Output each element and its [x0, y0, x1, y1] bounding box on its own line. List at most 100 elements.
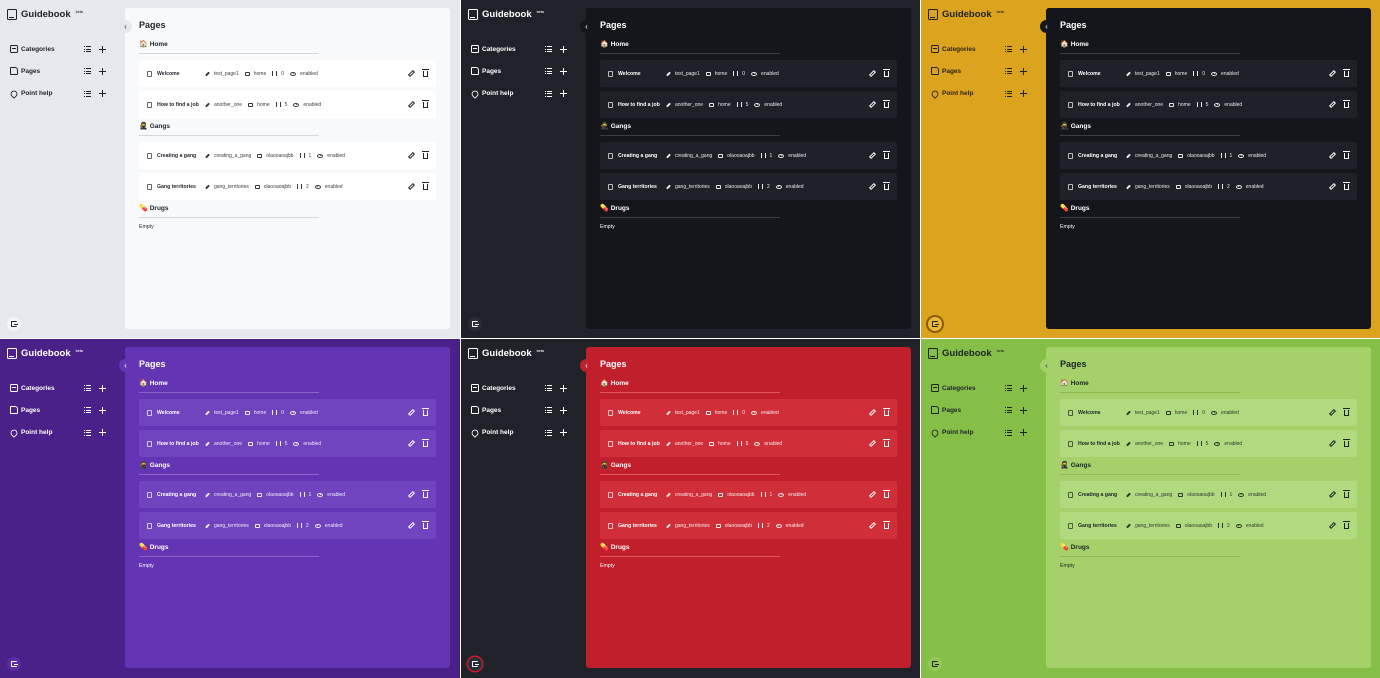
- list-icon[interactable]: [1005, 385, 1012, 392]
- sidebar-item-pages[interactable]: Pages: [471, 399, 567, 421]
- page-row[interactable]: How to find a job another_one home 5 ena…: [1060, 430, 1357, 457]
- page-row[interactable]: How to find a job another_one home 5 ena…: [139, 430, 436, 457]
- edit-icon[interactable]: [407, 521, 416, 530]
- list-icon[interactable]: [545, 46, 552, 53]
- edit-icon[interactable]: [868, 439, 877, 448]
- plus-icon[interactable]: [1020, 384, 1027, 392]
- delete-icon[interactable]: [883, 181, 890, 190]
- edit-icon[interactable]: [407, 182, 416, 191]
- delete-icon[interactable]: [883, 438, 890, 447]
- page-row[interactable]: Welcome test_page1 home 0 enabled: [1060, 60, 1357, 87]
- collapse-sidebar-button[interactable]: ‹: [1040, 20, 1053, 33]
- edit-icon[interactable]: [407, 408, 416, 417]
- page-row[interactable]: Creating a gang creating_a_gang olaooaoa…: [600, 481, 897, 508]
- edit-icon[interactable]: [407, 439, 416, 448]
- list-icon[interactable]: [545, 407, 552, 414]
- edit-icon[interactable]: [868, 69, 877, 78]
- collapse-sidebar-button[interactable]: ‹: [119, 20, 132, 33]
- sidebar-item-categories[interactable]: Categories: [931, 38, 1027, 60]
- logout-button[interactable]: [468, 657, 482, 671]
- plus-icon[interactable]: [560, 90, 567, 98]
- sidebar-item-point-help[interactable]: Point help: [9, 83, 106, 105]
- edit-icon[interactable]: [1328, 151, 1337, 160]
- delete-icon[interactable]: [1343, 181, 1350, 190]
- collapse-sidebar-button[interactable]: ‹: [580, 20, 593, 33]
- edit-icon[interactable]: [1328, 490, 1337, 499]
- list-icon[interactable]: [545, 429, 552, 436]
- list-icon[interactable]: [84, 429, 91, 436]
- logout-button[interactable]: [7, 317, 21, 331]
- edit-icon[interactable]: [407, 100, 416, 109]
- delete-icon[interactable]: [1343, 489, 1350, 498]
- list-icon[interactable]: [1005, 429, 1012, 436]
- edit-icon[interactable]: [1328, 521, 1337, 530]
- plus-icon[interactable]: [1020, 90, 1027, 98]
- delete-icon[interactable]: [883, 520, 890, 529]
- edit-icon[interactable]: [407, 490, 416, 499]
- delete-icon[interactable]: [422, 99, 429, 108]
- page-row[interactable]: Creating a gang creating_a_gang olaooaoa…: [1060, 142, 1357, 169]
- delete-icon[interactable]: [422, 438, 429, 447]
- page-row[interactable]: How to find a job another_one home 5 ena…: [600, 430, 897, 457]
- list-icon[interactable]: [1005, 46, 1012, 53]
- delete-icon[interactable]: [883, 407, 890, 416]
- plus-icon[interactable]: [99, 429, 106, 437]
- page-row[interactable]: Welcome test_page1 home 0 enabled: [600, 60, 897, 87]
- page-row[interactable]: Gang territories gang_territories olaooa…: [1060, 173, 1357, 200]
- sidebar-item-point-help[interactable]: Point help: [470, 83, 567, 105]
- list-icon[interactable]: [84, 68, 91, 75]
- page-row[interactable]: Gang territories gang_territories olaooa…: [139, 173, 436, 200]
- delete-icon[interactable]: [1343, 68, 1350, 77]
- delete-icon[interactable]: [1343, 407, 1350, 416]
- edit-icon[interactable]: [868, 490, 877, 499]
- plus-icon[interactable]: [1020, 429, 1027, 437]
- edit-icon[interactable]: [868, 408, 877, 417]
- edit-icon[interactable]: [868, 151, 877, 160]
- sidebar-item-pages[interactable]: Pages: [471, 60, 567, 82]
- sidebar-item-point-help[interactable]: Point help: [9, 422, 106, 444]
- page-row[interactable]: Welcome test_page1 home 0 enabled: [139, 399, 436, 426]
- edit-icon[interactable]: [1328, 69, 1337, 78]
- page-row[interactable]: How to find a job another_one home 5 ena…: [600, 91, 897, 118]
- delete-icon[interactable]: [883, 68, 890, 77]
- delete-icon[interactable]: [1343, 438, 1350, 447]
- delete-icon[interactable]: [1343, 150, 1350, 159]
- sidebar-item-categories[interactable]: Categories: [471, 377, 567, 399]
- edit-icon[interactable]: [407, 69, 416, 78]
- list-icon[interactable]: [1005, 407, 1012, 414]
- plus-icon[interactable]: [99, 406, 106, 414]
- edit-icon[interactable]: [1328, 100, 1337, 109]
- list-icon[interactable]: [545, 90, 552, 97]
- delete-icon[interactable]: [422, 489, 429, 498]
- list-icon[interactable]: [84, 407, 91, 414]
- list-icon[interactable]: [84, 90, 91, 97]
- edit-icon[interactable]: [1328, 439, 1337, 448]
- delete-icon[interactable]: [883, 489, 890, 498]
- logout-button[interactable]: [468, 317, 482, 331]
- edit-icon[interactable]: [868, 100, 877, 109]
- list-icon[interactable]: [84, 46, 91, 53]
- logout-button[interactable]: [928, 657, 942, 671]
- delete-icon[interactable]: [883, 150, 890, 159]
- plus-icon[interactable]: [99, 90, 106, 98]
- edit-icon[interactable]: [407, 151, 416, 160]
- page-row[interactable]: Creating a gang creating_a_gang olaooaoa…: [139, 481, 436, 508]
- edit-icon[interactable]: [1328, 182, 1337, 191]
- sidebar-item-categories[interactable]: Categories: [10, 377, 106, 399]
- page-row[interactable]: Welcome test_page1 home 0 enabled: [139, 60, 436, 87]
- logout-button[interactable]: [928, 317, 942, 331]
- list-icon[interactable]: [1005, 90, 1012, 97]
- collapse-sidebar-button[interactable]: ‹: [119, 359, 132, 372]
- sidebar-item-categories[interactable]: Categories: [471, 38, 567, 60]
- page-row[interactable]: How to find a job another_one home 5 ena…: [139, 91, 436, 118]
- list-icon[interactable]: [545, 68, 552, 75]
- plus-icon[interactable]: [560, 406, 567, 414]
- page-row[interactable]: Gang territories gang_territories olaooa…: [600, 512, 897, 539]
- sidebar-item-categories[interactable]: Categories: [931, 377, 1027, 399]
- plus-icon[interactable]: [560, 429, 567, 437]
- list-icon[interactable]: [84, 385, 91, 392]
- page-row[interactable]: Creating a gang creating_a_gang olaooaoa…: [1060, 481, 1357, 508]
- sidebar-item-pages[interactable]: Pages: [10, 60, 106, 82]
- plus-icon[interactable]: [560, 384, 567, 392]
- page-row[interactable]: Welcome test_page1 home 0 enabled: [1060, 399, 1357, 426]
